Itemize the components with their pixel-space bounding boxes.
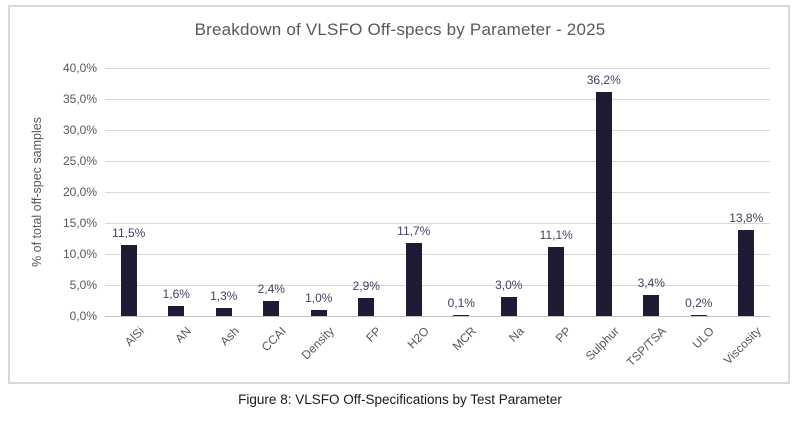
bar-value-label: 13,8% bbox=[729, 211, 764, 226]
bar bbox=[595, 91, 612, 316]
bar-value-label: 1,3% bbox=[210, 288, 238, 303]
bar bbox=[215, 307, 232, 316]
bar bbox=[310, 309, 327, 316]
figure-caption: Figure 8: VLSFO Off-Specifications by Te… bbox=[238, 392, 562, 407]
gridline bbox=[105, 99, 770, 100]
y-tick-label: 25,0% bbox=[62, 154, 97, 168]
bar-value-label: 2,4% bbox=[257, 282, 285, 297]
chart-frame bbox=[8, 5, 790, 384]
bar-value-label: 36,2% bbox=[586, 72, 621, 87]
y-tick-label: 15,0% bbox=[62, 216, 97, 230]
bar-value-label: 1,6% bbox=[162, 287, 190, 302]
y-tick-label: 40,0% bbox=[62, 61, 97, 75]
bar bbox=[453, 315, 470, 317]
y-tick-label: 5,0% bbox=[69, 278, 97, 292]
gridline bbox=[105, 68, 770, 69]
bar-value-label: 2,9% bbox=[352, 279, 380, 294]
bar-value-label: 11,7% bbox=[397, 224, 431, 239]
y-tick-label: 0,0% bbox=[69, 309, 97, 323]
gridline bbox=[105, 285, 770, 286]
bar-value-label: 3,0% bbox=[495, 278, 523, 293]
bar bbox=[168, 306, 185, 316]
gridline bbox=[105, 223, 770, 224]
bar bbox=[738, 230, 755, 316]
bar bbox=[405, 243, 422, 316]
bar-value-label: 11,1% bbox=[539, 228, 573, 243]
y-tick-label: 10,0% bbox=[62, 247, 97, 261]
bar-value-label: 0,2% bbox=[685, 295, 713, 310]
bar-value-label: 1,0% bbox=[305, 290, 333, 305]
bar-value-label: 0,1% bbox=[447, 296, 475, 311]
bar bbox=[358, 298, 375, 316]
y-tick-label: 35,0% bbox=[62, 92, 97, 106]
bar bbox=[120, 244, 137, 316]
chart-title: Breakdown of VLSFO Off-specs by Paramete… bbox=[194, 20, 606, 39]
bar bbox=[500, 297, 517, 316]
bar-value-label: 3,4% bbox=[637, 275, 665, 290]
bar bbox=[643, 294, 660, 316]
bar bbox=[690, 314, 707, 316]
bar bbox=[263, 301, 280, 316]
gridline bbox=[105, 161, 770, 162]
bar bbox=[548, 247, 565, 316]
bar-value-label: 11,5% bbox=[112, 225, 146, 240]
gridline bbox=[105, 316, 770, 317]
gridline bbox=[105, 130, 770, 131]
y-tick-label: 20,0% bbox=[62, 185, 97, 199]
gridline bbox=[105, 192, 770, 193]
y-tick-label: 30,0% bbox=[62, 123, 97, 137]
gridline bbox=[105, 254, 770, 255]
